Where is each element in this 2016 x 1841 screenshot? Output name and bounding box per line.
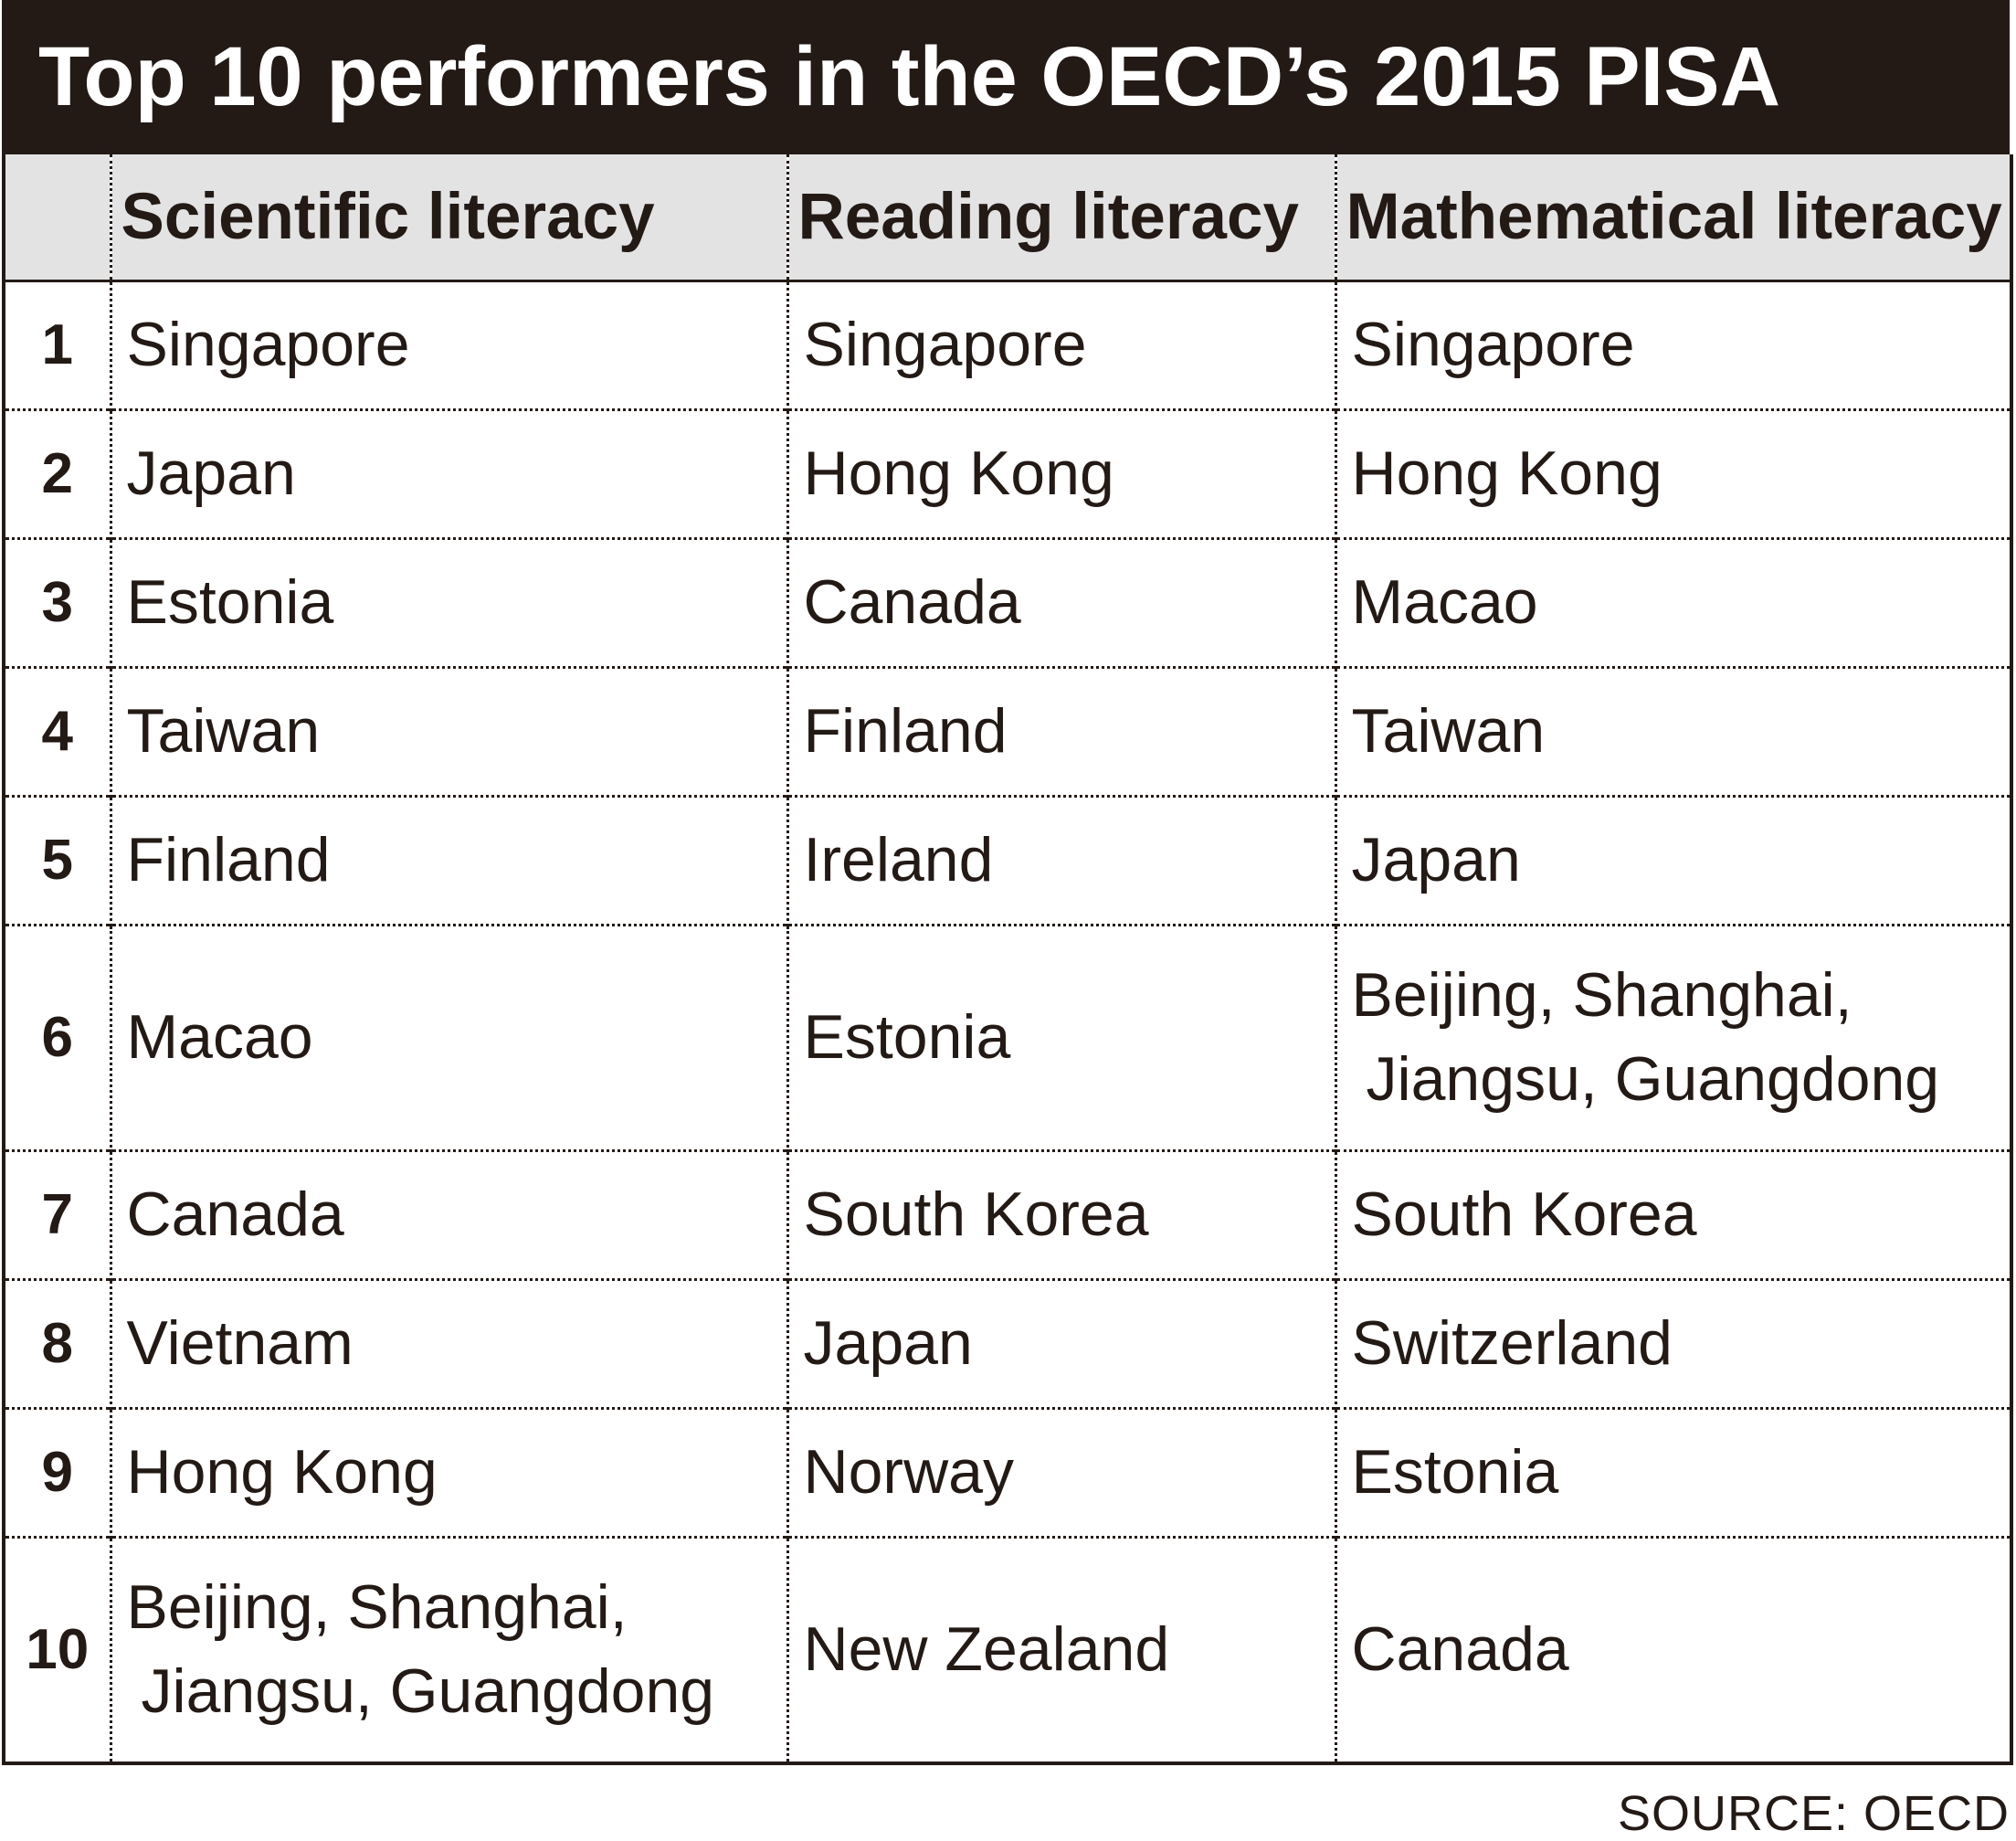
scientific-cell: Beijing, Shanghai, Jiangsu, Guangdong [109,1536,787,1763]
table-body: 1 Singapore Singapore Singapore 2 Japan Hong K… [4,280,2011,1763]
column-header-mathematical: Mathematical literacy [1334,154,2011,282]
mathematical-cell-line: Jiangsu, Guangdong [1366,1044,1940,1114]
rank-cell: 7 [4,1149,111,1280]
reading-cell: Japan [786,1278,1335,1409]
scientific-cell: Hong Kong [109,1407,787,1538]
ranking-table: Scientific literacy Reading literacy Mat… [2,154,2013,1765]
rank-cell: 4 [4,666,111,797]
rank-cell: 2 [4,408,111,539]
table-row: 10 Beijing, Shanghai, Jiangsu, Guangdong Ne… [4,1536,2011,1763]
reading-cell: Ireland [786,795,1335,926]
table-row: 3 Estonia Canada Macao [4,537,2011,668]
column-header-scientific: Scientific literacy [109,154,787,282]
table-row: 1 Singapore Singapore Singapore [4,280,2011,410]
mathematical-cell-line: Beijing, Shanghai, [1351,960,1852,1031]
table-row: 8 Vietnam Japan Switzerland [4,1278,2011,1409]
rank-cell: 5 [4,795,111,926]
mathematical-cell: Estonia [1334,1407,2011,1538]
mathematical-cell: South Korea [1334,1149,2011,1280]
rank-cell: 3 [4,537,111,668]
scientific-cell: Macao [109,924,787,1151]
chart-title: Top 10 performers in the OECD’s 2015 PIS… [2,0,2010,154]
mathematical-cell: Beijing, Shanghai, Jiangsu, Guangdong [1334,924,2011,1151]
scientific-cell: Vietnam [109,1278,787,1409]
reading-cell: New Zealand [786,1536,1335,1763]
table-row: 2 Japan Hong Kong Hong Kong [4,408,2011,539]
scientific-cell: Estonia [109,537,787,668]
mathematical-cell: Canada [1334,1536,2011,1763]
column-header-reading: Reading literacy [786,154,1335,282]
mathematical-cell: Singapore [1334,280,2011,410]
mathematical-cell: Japan [1334,795,2011,926]
scientific-cell: Canada [109,1149,787,1280]
reading-cell: Estonia [786,924,1335,1151]
reading-cell: Singapore [786,280,1335,410]
scientific-cell: Finland [109,795,787,926]
scientific-cell: Taiwan [109,666,787,797]
table-row: 4 Taiwan Finland Taiwan [4,666,2011,797]
reading-cell: Hong Kong [786,408,1335,539]
pisa-table-graphic: Top 10 performers in the OECD’s 2015 PIS… [2,0,2013,1765]
table-row: 9 Hong Kong Norway Estonia [4,1407,2011,1538]
header-row: Scientific literacy Reading literacy Mat… [4,154,2011,282]
mathematical-cell: Switzerland [1334,1278,2011,1409]
rank-column-header [4,154,111,282]
mathematical-cell: Macao [1334,537,2011,668]
reading-cell: Canada [786,537,1335,668]
scientific-cell-line: Beijing, Shanghai, [126,1572,628,1643]
table-row: 7 Canada South Korea South Korea [4,1149,2011,1280]
rank-cell: 9 [4,1407,111,1538]
mathematical-cell: Hong Kong [1334,408,2011,539]
mathematical-cell: Taiwan [1334,666,2011,797]
table-row: 6 Macao Estonia Beijing, Shanghai, Jiangsu, … [4,924,2011,1151]
scientific-cell-line: Jiangsu, Guangdong [141,1656,715,1726]
reading-cell: Norway [786,1407,1335,1538]
rank-cell: 1 [41,313,73,377]
source-note: SOURCE: OECD [1617,1786,2010,1841]
reading-cell: South Korea [786,1149,1335,1280]
scientific-cell: Singapore [109,280,787,410]
rank-cell: 6 [4,924,111,1151]
scientific-cell: Japan [109,408,787,539]
table-row: 5 Finland Ireland Japan [4,795,2011,926]
rank-cell: 10 [4,1536,111,1763]
rank-cell: 8 [4,1278,111,1409]
reading-cell: Finland [786,666,1335,797]
